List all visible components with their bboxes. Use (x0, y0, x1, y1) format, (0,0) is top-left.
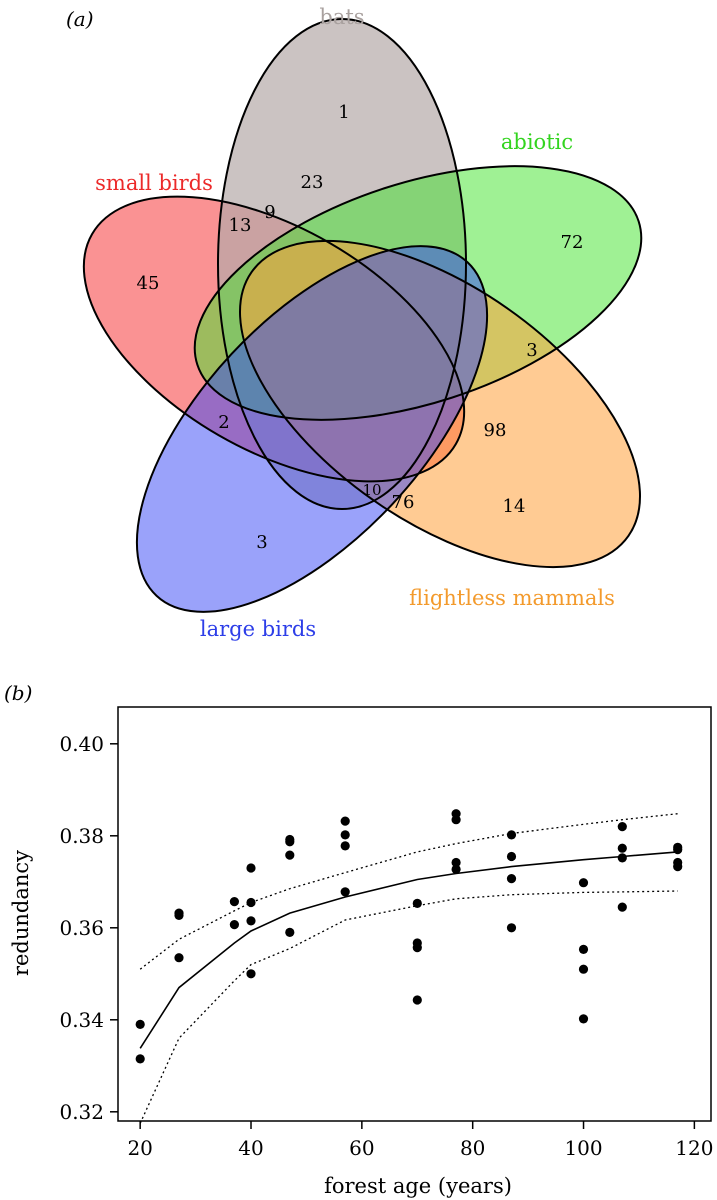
x-tick-label: 100 (564, 1136, 602, 1160)
data-point (451, 864, 461, 875)
flightless-mammals-outline (239, 239, 641, 569)
count-largebirds-only: 3 (256, 532, 267, 553)
data-point (285, 850, 295, 860)
count-bats-smallbirds: 23 (301, 172, 324, 193)
x-tick-label: 20 (127, 1136, 152, 1160)
data-point (412, 898, 422, 909)
count-region-13: 13 (229, 215, 252, 236)
count-bats-only: 1 (338, 102, 349, 123)
data-point (285, 837, 295, 847)
data-point (451, 857, 461, 868)
data-point (246, 897, 256, 908)
data-point (617, 843, 627, 853)
x-axis: 20 40 60 80 100 120 (127, 1121, 713, 1160)
upper-ci-line (139, 813, 678, 970)
data-point (135, 1019, 145, 1029)
venn-diagram: (a) bats abiotic small birds large birds… (66, 5, 643, 641)
plot-frame (117, 706, 712, 1122)
data-point (578, 878, 589, 888)
y-tick-label: 0.38 (59, 824, 104, 848)
data-point (673, 862, 683, 872)
data-point (229, 920, 239, 930)
label-bats: bats (319, 5, 364, 29)
x-tick-label: 80 (460, 1136, 485, 1160)
x-tick-label: 60 (349, 1136, 374, 1160)
y-tick-label: 0.34 (59, 1008, 104, 1032)
count-abiotic-only: 72 (561, 232, 584, 253)
label-small-birds: small birds (95, 171, 213, 195)
abiotic-outline (193, 165, 643, 421)
data-point (135, 1054, 145, 1064)
data-point (340, 841, 350, 851)
x-axis-title: forest age (years) (324, 1174, 512, 1198)
y-tick-label: 0.40 (59, 732, 104, 756)
data-point (617, 902, 627, 912)
small-birds-outline (82, 195, 466, 483)
data-point (229, 897, 239, 907)
scatter-chart: (b) 20 40 60 80 100 120 0.320.340.360.380.40 … (4, 681, 713, 1198)
lower-ci-line (139, 890, 678, 1124)
data-point (340, 887, 350, 897)
bats-outline (217, 18, 467, 510)
data-point (578, 964, 589, 974)
y-tick-label: 0.32 (59, 1100, 104, 1124)
count-smallbirds-only: 45 (137, 273, 160, 294)
label-large-birds: large birds (200, 617, 316, 641)
y-axis: 0.32 0.34 0.36 0.38 0.40 (59, 732, 118, 1124)
data-point (340, 830, 350, 840)
y-axis-title: redundancy (9, 850, 33, 976)
panel-a-label: (a) (66, 7, 94, 31)
fit-lines (139, 813, 678, 1124)
data-point (451, 815, 461, 825)
venn-fills (83, 19, 642, 612)
data-point (617, 822, 627, 832)
data-point (617, 853, 627, 863)
count-region-76: 76 (392, 492, 415, 513)
label-flightless-mammals: flightless mammals (409, 586, 615, 610)
count-region-2: 2 (218, 412, 229, 433)
data-points (135, 809, 683, 1064)
data-point (412, 943, 422, 953)
venn-outlines (82, 18, 643, 613)
count-flightless-only: 14 (503, 496, 526, 517)
data-point (174, 953, 184, 963)
data-point (246, 969, 256, 979)
label-abiotic: abiotic (501, 130, 573, 154)
data-point (246, 863, 256, 873)
y-tick-label: 0.36 (59, 916, 104, 940)
data-point (506, 830, 517, 840)
panel-b-label: (b) (4, 681, 32, 705)
data-point (246, 916, 256, 926)
data-point (578, 1014, 589, 1024)
data-point (673, 845, 683, 855)
data-point (174, 908, 184, 918)
data-point (578, 944, 589, 955)
data-point (285, 927, 295, 938)
x-tick-label: 40 (238, 1136, 263, 1160)
count-region-9: 9 (264, 202, 275, 223)
set-large-birds-ellipse (136, 246, 488, 612)
large-birds-outline (135, 245, 489, 613)
count-region-10: 10 (362, 481, 381, 499)
data-point (506, 851, 517, 862)
count-region-98: 98 (484, 420, 507, 441)
data-point (412, 995, 422, 1005)
fit-line (139, 851, 678, 1049)
data-point (506, 923, 517, 933)
count-region-3a: 3 (526, 340, 537, 361)
data-point (506, 874, 517, 884)
data-point (340, 816, 350, 826)
x-tick-label: 120 (675, 1136, 713, 1160)
